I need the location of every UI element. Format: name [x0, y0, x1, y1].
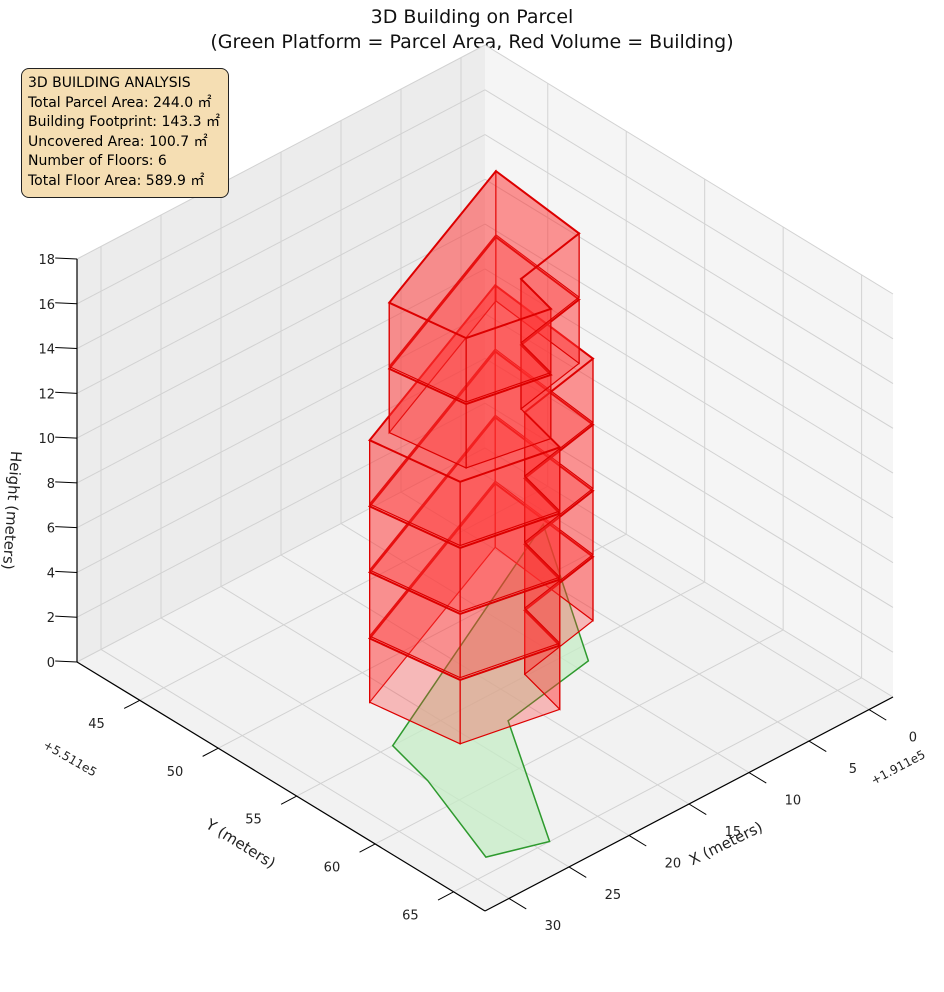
z-tick [55, 526, 78, 529]
z-tick-label: 18 [38, 253, 55, 268]
x-tick-label: 20 [665, 856, 682, 871]
x-tick-label: 30 [545, 919, 562, 934]
grid-line-z [484, 447, 894, 698]
tick-marks: 0 5 10 15 20 25 30 45 50 55 60 65 0 2 4 6 8 10 12 14 16 18 [38, 253, 917, 934]
y-tick-label: 50 [167, 765, 184, 780]
grid-line-z [484, 134, 894, 384]
z-tick [55, 257, 78, 260]
y-tick [202, 747, 219, 757]
grid-line-z [76, 402, 486, 618]
building-floor [387, 235, 581, 469]
x-offset-label: +1.911e5 [869, 747, 928, 787]
z-axis-label: Height (meters) [0, 450, 25, 570]
y-offset-label: +5.511e5 [41, 738, 99, 780]
x-tick-label: 0 [909, 730, 917, 745]
info-box: 3D BUILDING ANALYSIS Total Parcel Area: … [21, 68, 229, 198]
z-tick [55, 615, 78, 618]
z-tick-label: 12 [38, 387, 55, 402]
z-tick [55, 660, 78, 663]
x-tick [508, 897, 527, 910]
y-tick [123, 699, 141, 709]
y-tick-label: 55 [245, 813, 262, 828]
grid-line-z [76, 89, 486, 305]
x-tick [748, 772, 767, 784]
z-tick-label: 6 [47, 522, 55, 537]
building-roof [368, 283, 595, 483]
x-tick [808, 740, 827, 753]
building-roof [387, 235, 581, 406]
grid-line-z [484, 402, 894, 653]
y-tick-label: 65 [402, 909, 419, 924]
z-tick [55, 570, 78, 573]
grid-line-z [76, 268, 486, 484]
info-line-uncovered: Uncovered Area: 100.7 ㎡ [28, 133, 208, 150]
grid-line-x [460, 460, 870, 711]
y-tick-label: 60 [324, 861, 341, 876]
grid-line-x [100, 648, 510, 899]
grid-line-z [76, 223, 486, 439]
x-tick [868, 709, 887, 721]
x-tick-label: 25 [605, 888, 622, 903]
grid-line-z [484, 178, 894, 429]
y-axis-line [76, 661, 486, 912]
z-tick-label: 8 [47, 477, 55, 492]
building-roof [368, 350, 595, 549]
z-tick [55, 391, 78, 394]
chart-subtitle: (Green Platform = Parcel Area, Red Volum… [210, 31, 734, 53]
x-tick-label: 15 [725, 825, 742, 840]
building-floor [368, 283, 595, 547]
grid-line-z [484, 89, 894, 340]
grid-line-x [400, 491, 810, 742]
x-tick [568, 866, 587, 878]
grid-lines [76, 44, 894, 899]
z-tick-label: 10 [38, 432, 55, 447]
x-tick [628, 835, 647, 847]
x-tick [688, 803, 707, 815]
z-tick-label: 0 [47, 656, 55, 671]
grid-line-y [374, 629, 784, 845]
z-tick [55, 481, 78, 484]
z-tick-label: 2 [47, 611, 55, 626]
grid-line-y [139, 485, 549, 701]
grid-line-z [76, 358, 486, 573]
grid-line-z [484, 268, 894, 519]
x-tick-label: 10 [785, 793, 802, 808]
y-tick-label: 45 [88, 717, 105, 732]
grid-line-z [484, 358, 894, 608]
chart-title: 3D Building on Parcel [370, 6, 574, 28]
parcel-polygon [391, 522, 590, 858]
grid-line-z [76, 44, 486, 260]
info-line-floor-area: Total Floor Area: 589.9 ㎡ [28, 172, 205, 189]
parcel-layer [391, 522, 590, 858]
grid-line-z [76, 447, 486, 663]
info-line-footprint: Building Footprint: 143.3 ㎡ [28, 114, 221, 130]
z-tick [55, 347, 78, 350]
z-tick [55, 302, 78, 305]
y-tick [437, 891, 454, 901]
z-tick-label: 16 [38, 298, 55, 313]
right-wall-pane [485, 45, 893, 697]
grid-line-z [76, 313, 486, 529]
grid-line-z [484, 223, 894, 474]
grid-line-z [76, 134, 486, 349]
grid-line-z [484, 44, 894, 295]
grid-line-z [484, 313, 894, 564]
y-tick [280, 795, 297, 805]
x-tick-label: 5 [849, 762, 857, 777]
y-tick [359, 843, 376, 853]
z-tick-label: 4 [47, 566, 55, 581]
info-heading: 3D BUILDING ANALYSIS [28, 75, 191, 91]
info-line-parcel-area: Total Parcel Area: 244.0 ㎡ [28, 94, 212, 111]
z-tick-label: 14 [38, 343, 55, 358]
building-roof [387, 169, 581, 340]
z-tick [55, 436, 78, 439]
grid-line-y [453, 677, 862, 893]
building-floor [387, 169, 581, 403]
info-line-floors: Number of Floors: 6 [28, 153, 167, 169]
grid-line-z [76, 178, 486, 394]
y-axis-label: Y (meters) [202, 815, 279, 872]
building-layer [368, 169, 595, 745]
